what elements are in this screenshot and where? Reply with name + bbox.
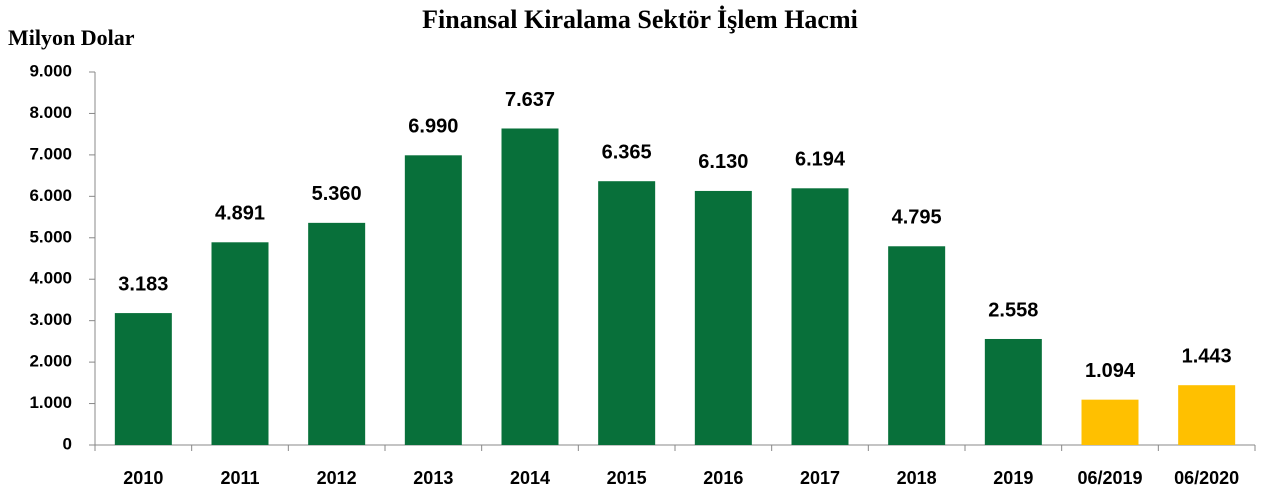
- x-tick-label: 2014: [510, 468, 550, 488]
- data-label: 1.094: [1085, 360, 1136, 382]
- x-tick-label: 2019: [993, 468, 1033, 488]
- y-tick-label: 4.000: [29, 269, 72, 288]
- x-tick-label: 2012: [317, 468, 357, 488]
- bar: [888, 246, 946, 445]
- x-tick-label: 2010: [123, 468, 163, 488]
- x-tick-label: 2016: [703, 468, 743, 488]
- x-tick-label: 06/2019: [1077, 468, 1142, 488]
- data-label: 6.365: [602, 141, 652, 163]
- bar: [1178, 385, 1236, 445]
- bar: [1081, 399, 1139, 445]
- y-tick-label: 5.000: [29, 227, 72, 246]
- data-label: 6.194: [795, 149, 846, 171]
- bar: [114, 313, 172, 445]
- chart-title: Finansal Kiralama Sektör İşlem Hacmi: [422, 5, 858, 34]
- data-label: 7.637: [505, 89, 555, 111]
- bar: [308, 222, 366, 445]
- y-tick-label: 1.000: [29, 393, 72, 412]
- data-label: 6.130: [698, 151, 748, 173]
- bar: [694, 190, 752, 445]
- data-label: 2.558: [988, 299, 1038, 321]
- bar: [501, 128, 559, 446]
- x-tick-label: 2011: [220, 468, 259, 488]
- bar: [598, 181, 656, 445]
- bar: [791, 188, 849, 446]
- y-tick-label: 6.000: [29, 186, 72, 205]
- y-tick-label: 7.000: [29, 144, 72, 163]
- y-tick-label: 2.000: [29, 352, 72, 371]
- x-tick-label: 2013: [413, 468, 453, 488]
- bar: [404, 155, 462, 445]
- y-axis-label: Milyon Dolar: [8, 25, 135, 50]
- x-tick-label: 2017: [800, 468, 840, 488]
- y-tick-label: 9.000: [29, 61, 72, 80]
- data-label: 5.360: [312, 183, 362, 205]
- y-tick-label: 3.000: [29, 310, 72, 329]
- data-label: 3.183: [118, 273, 168, 295]
- data-label: 4.795: [892, 207, 942, 229]
- x-tick-label: 06/2020: [1174, 468, 1239, 488]
- x-tick-label: 2015: [607, 468, 647, 488]
- y-tick-label: 0: [63, 434, 72, 453]
- y-tick-label: 8.000: [29, 103, 72, 122]
- bar: [984, 338, 1042, 445]
- bar: [211, 242, 269, 445]
- data-label: 6.990: [408, 116, 458, 138]
- x-tick-label: 2018: [897, 468, 937, 488]
- data-label: 1.443: [1182, 345, 1232, 367]
- data-label: 4.891: [215, 203, 265, 225]
